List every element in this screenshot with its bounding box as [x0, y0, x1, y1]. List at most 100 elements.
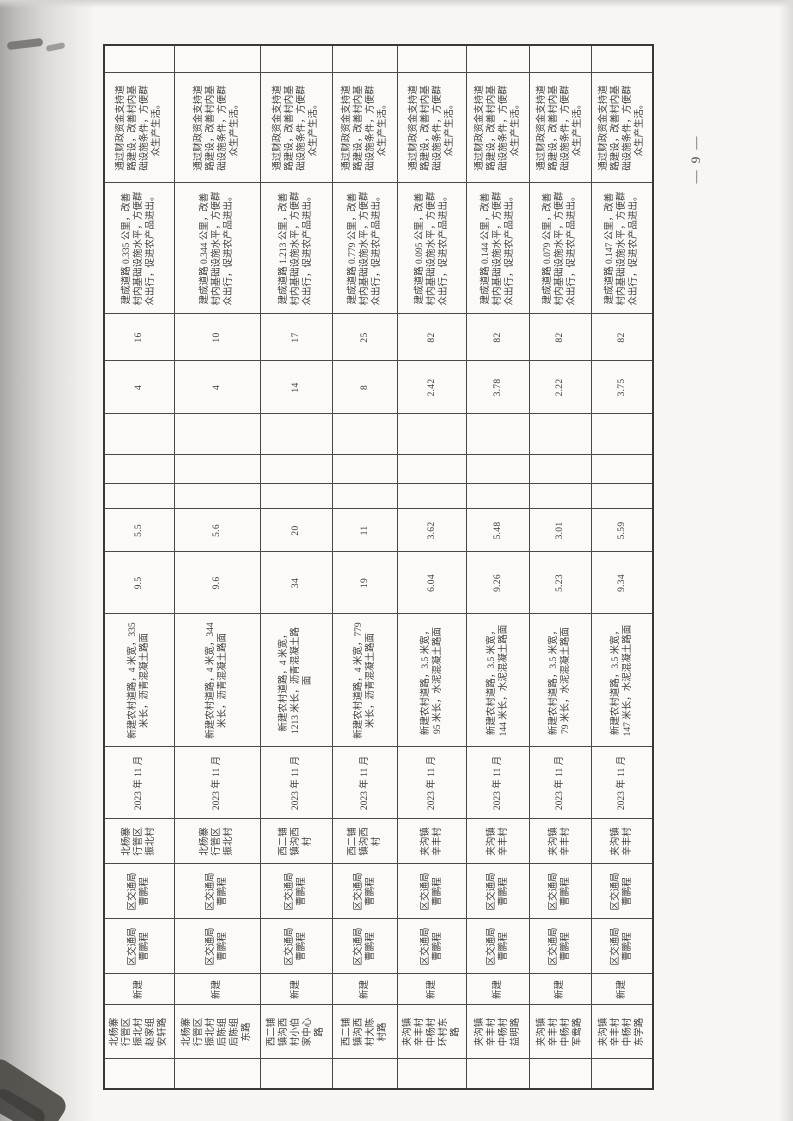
- cell-build-content: 新建农村道路，4 米宽，779 米长，沥青混凝土路面: [332, 614, 397, 747]
- cell-blank-b: [591, 455, 653, 484]
- cell-blank-b: [174, 455, 260, 484]
- cell-location: 夹沟镇 辛丰村: [591, 819, 653, 864]
- cell-performance: 建成道路 0.779 公里，改善 村内基础设施水平，方便群 众出行，促进农产品进…: [332, 183, 397, 314]
- rotated-table-container: 北杨寨 行管区 振北村 赵家组 安轩路 新建 区交通局 曹鹏程 区交通局 曹鹏程 北杨寨…: [103, 44, 654, 1090]
- cell-performance: 建成道路 0.079 公里，改善 村内基础设施水平，方便群 众出行，促进农产品进…: [529, 183, 591, 314]
- cell-unit-person-1: 区交通局 曹鹏程: [397, 919, 466, 974]
- table-row: 北杨寨 行管区 振北村 后陈组 后陈组 东路 新建 区交通局 曹鹏程 区交通局 曹鹏程…: [174, 45, 260, 1089]
- cell-blank-end: [332, 45, 397, 73]
- cell-unit-person-2: 区交通局 曹鹏程: [397, 864, 466, 919]
- cell-location: 西二铺 镇沟西 村: [332, 819, 397, 864]
- cell-necessity: 通过财政资金支持道 路建设，改善村内基 础设施条件，方便群 众生产生活。: [397, 73, 466, 183]
- cell-amount-2: 11: [332, 509, 397, 552]
- cell-amount-1: 6.04: [397, 552, 466, 614]
- cell-amount-3: 3.78: [466, 361, 529, 414]
- cell-performance: 建成道路 0.095 公里，改善 村内基础设施水平，方便群 众出行，促进农产品进…: [397, 183, 466, 314]
- cell-build-nature: 新建: [332, 974, 397, 1005]
- cell-amount-3: 14: [260, 361, 332, 414]
- cell-build-content: 新建农村道路，3.5 米宽， 79 米长，水泥混凝土路面: [529, 614, 591, 747]
- cell-unit-person-2: 区交通局 曹鹏程: [466, 864, 529, 919]
- table-row: 夹沟镇 辛丰村 中杨村 东学路 新建 区交通局 曹鹏程 区交通局 曹鹏程 夹沟镇 辛丰村…: [591, 45, 653, 1089]
- cell-amount-2: 20: [260, 509, 332, 552]
- table-row: 西二铺 镇沟西 村小伯 家中心 路新建 区交通局 曹鹏程 区交通局 曹鹏程 西二铺 镇…: [260, 45, 332, 1089]
- cell-completion-date: 2023 年 11 月: [332, 747, 397, 819]
- cell-necessity: 通过财政资金支持道 路建设，改善村内基 础设施条件，方便群 众生产生活。: [466, 73, 529, 183]
- cell-build-nature: 新建: [591, 974, 653, 1005]
- cell-blank-b: [104, 455, 174, 484]
- cell-build-content: 新建农村道路，4 米宽，335 米长，沥青混凝土路面: [104, 614, 174, 747]
- cell-blank-seq: [104, 1059, 174, 1089]
- table-row: 北杨寨 行管区 振北村 赵家组 安轩路 新建 区交通局 曹鹏程 区交通局 曹鹏程 北杨寨…: [104, 45, 174, 1089]
- cell-project-name: 北杨寨 行管区 振北村 赵家组 安轩路: [104, 1005, 174, 1059]
- cell-unit-person-1: 区交通局 曹鹏程: [104, 919, 174, 974]
- cell-completion-date: 2023 年 11 月: [529, 747, 591, 819]
- cell-blank-c: [260, 414, 332, 455]
- cell-completion-date: 2023 年 11 月: [174, 747, 260, 819]
- cell-amount-1: 9.5: [104, 552, 174, 614]
- cell-performance: 建成道路 0.335 公里，改善 村内基础设施水平，方便群 众出行，促进农产品进…: [104, 183, 174, 314]
- page-number: — 9 —: [688, 134, 703, 184]
- cell-amount-3: 4: [104, 361, 174, 414]
- cell-blank-seq: [591, 1059, 653, 1089]
- cell-blank-a: [529, 484, 591, 509]
- cell-project-name: 夹沟镇 辛丰村 中杨村 环村东 路: [397, 1005, 466, 1059]
- cell-project-name: 夹沟镇 辛丰村 中杨村 军鸯路: [529, 1005, 591, 1059]
- cell-blank-seq: [397, 1059, 466, 1089]
- cell-amount-2: 5.48: [466, 509, 529, 552]
- cell-amount-3: 8: [332, 361, 397, 414]
- cell-blank-b: [466, 455, 529, 484]
- cell-amount-2: 3.01: [529, 509, 591, 552]
- cell-blank-c: [591, 414, 653, 455]
- cell-blank-c: [104, 414, 174, 455]
- cell-project-name: 西二铺 镇沟西 村大陈 村路: [332, 1005, 397, 1059]
- cell-necessity: 通过财政资金支持道 路建设，改善村内基 础设施条件，方便群 众生产生活。: [529, 73, 591, 183]
- cell-amount-1: 19: [332, 552, 397, 614]
- cell-completion-date: 2023 年 11 月: [260, 747, 332, 819]
- cell-necessity: 通过财政资金支持道 路建设，改善村内基 础设施条件，方便群 众生产生活。: [591, 73, 653, 183]
- scan-shadow-right: [779, 0, 793, 1121]
- cell-project-name: 夹沟镇 辛丰村 中杨村 东学路: [591, 1005, 653, 1059]
- cell-blank-end: [591, 45, 653, 73]
- cell-build-nature: 新建: [174, 974, 260, 1005]
- cell-amount-4: 82: [466, 314, 529, 361]
- cell-performance: 建成道路 0.147 公里，改善 村内基础设施水平，方便群 众出行，促进农产品进…: [591, 183, 653, 314]
- cell-performance: 建成道路 0.344 公里，改善 村内基础设施水平，方便群 众出行，促进农产品进…: [174, 183, 260, 314]
- cell-blank-a: [332, 484, 397, 509]
- projects-table-body: 北杨寨 行管区 振北村 赵家组 安轩路 新建 区交通局 曹鹏程 区交通局 曹鹏程 北杨寨…: [104, 45, 653, 1089]
- table-row: 夹沟镇 辛丰村 中杨村 军鸯路 新建 区交通局 曹鹏程 区交通局 曹鹏程 夹沟镇 辛丰村…: [529, 45, 591, 1089]
- cell-unit-person-2: 区交通局 曹鹏程: [104, 864, 174, 919]
- cell-blank-seq: [260, 1059, 332, 1089]
- cell-blank-c: [397, 414, 466, 455]
- cell-completion-date: 2023 年 11 月: [591, 747, 653, 819]
- cell-blank-end: [397, 45, 466, 73]
- cell-amount-2: 5.59: [591, 509, 653, 552]
- cell-location: 西二铺 镇沟西 村: [260, 819, 332, 864]
- cell-amount-3: 4: [174, 361, 260, 414]
- cell-build-content: 新建农村道路，3.5 米宽， 147 米长，水泥混凝土路面: [591, 614, 653, 747]
- cell-blank-c: [529, 414, 591, 455]
- cell-build-nature: 新建: [529, 974, 591, 1005]
- scan-shadow-left: [0, 0, 96, 1121]
- cell-amount-4: 16: [104, 314, 174, 361]
- cell-blank-a: [397, 484, 466, 509]
- cell-amount-3: 2.42: [397, 361, 466, 414]
- cell-performance: 建成道路 0.144 公里，改善 村内基础设施水平，方便群 众出行，促进农产品进…: [466, 183, 529, 314]
- cell-completion-date: 2023 年 11 月: [397, 747, 466, 819]
- cell-blank-a: [591, 484, 653, 509]
- cell-blank-a: [174, 484, 260, 509]
- cell-blank-c: [332, 414, 397, 455]
- cell-necessity: 通过财政资金支持道 路建设，改善村内基 础设施条件，方便群 众生产生活。: [260, 73, 332, 183]
- cell-blank-b: [529, 455, 591, 484]
- scan-shadow-top: [0, 0, 793, 8]
- cell-location: 北杨寨 行管区 振北村: [104, 819, 174, 864]
- cell-blank-c: [466, 414, 529, 455]
- cell-build-nature: 新建: [397, 974, 466, 1005]
- cell-unit-person-1: 区交通局 曹鹏程: [332, 919, 397, 974]
- cell-project-name: 北杨寨 行管区 振北村 后陈组 后陈组 东路: [174, 1005, 260, 1059]
- cell-build-nature: 新建: [466, 974, 529, 1005]
- cell-blank-a: [104, 484, 174, 509]
- cell-blank-end: [174, 45, 260, 73]
- cell-amount-3: 3.75: [591, 361, 653, 414]
- cell-unit-person-1: 区交通局 曹鹏程: [529, 919, 591, 974]
- cell-amount-4: 82: [529, 314, 591, 361]
